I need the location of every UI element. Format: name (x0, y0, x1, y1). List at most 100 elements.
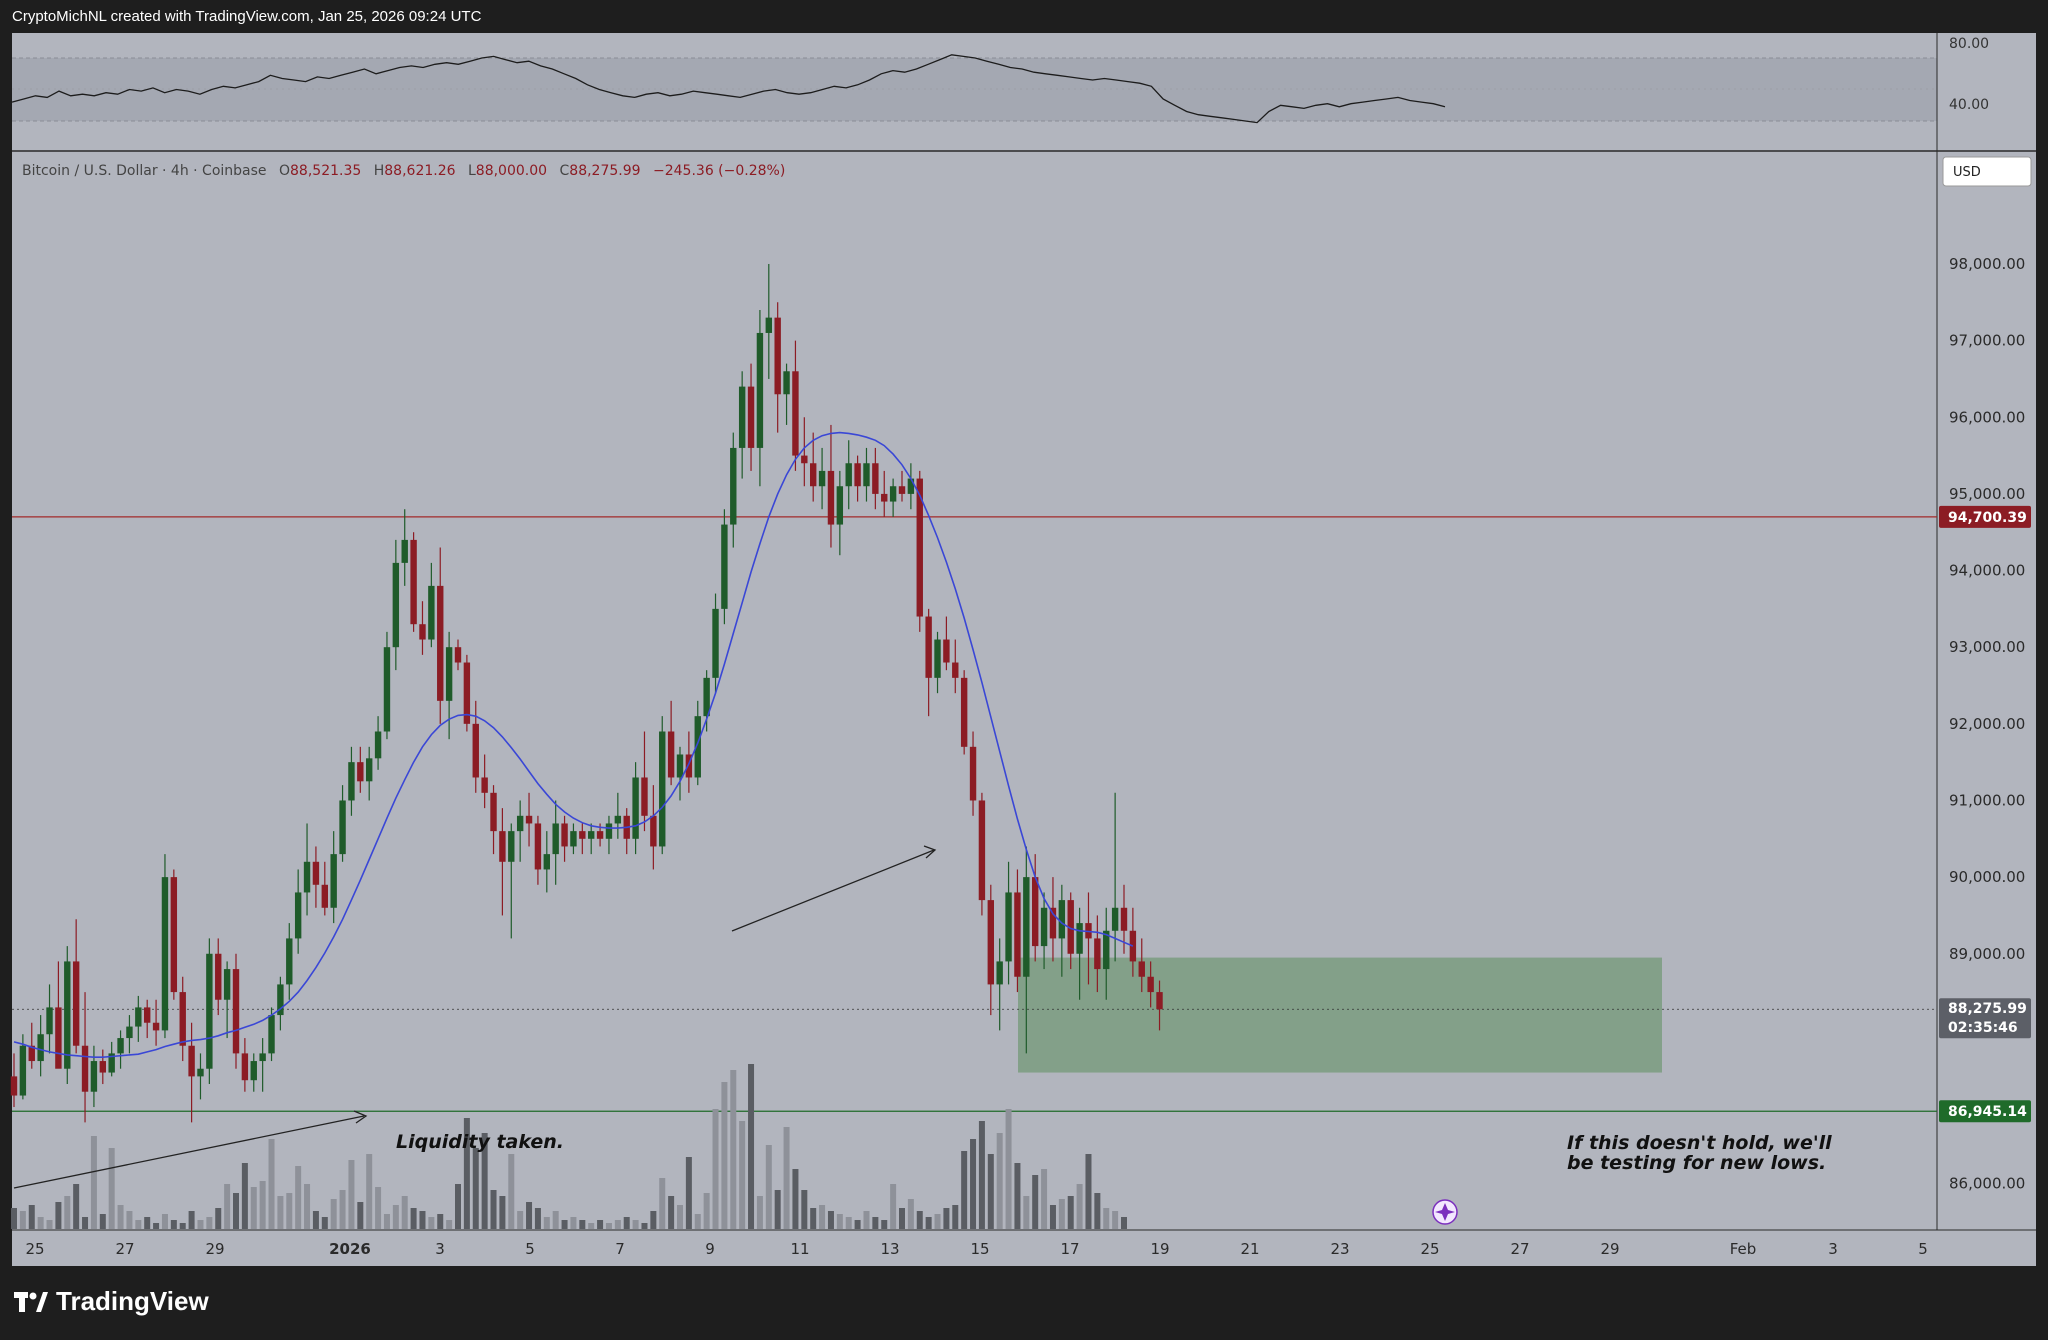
candle-body (534, 823, 542, 870)
candle (863, 447, 870, 502)
rsi-band (12, 58, 1937, 121)
tradingview-logo-icon (14, 1291, 48, 1312)
candle (215, 938, 222, 1016)
volume-bar (739, 1121, 746, 1229)
volume-bar (321, 1217, 328, 1229)
candle (676, 746, 684, 801)
volume-bar (1112, 1211, 1119, 1229)
candle-body (1094, 938, 1101, 970)
candle (250, 1053, 257, 1092)
time-axis-label: 27 (115, 1240, 134, 1258)
candle-body (392, 562, 400, 648)
time-axis-label: 11 (790, 1240, 809, 1258)
candle-body (570, 831, 577, 847)
current-tag-bg (1939, 998, 2031, 1039)
uptrend-arrow-1[interactable] (13, 1110, 368, 1189)
currency-button-bg[interactable] (1942, 156, 2032, 187)
volume-bar (721, 1082, 728, 1229)
rsi-pane: 80.00 40.00 (11, 36, 1989, 124)
candle (881, 470, 888, 517)
candle (55, 961, 62, 1069)
support-zone[interactable] (1018, 957, 1662, 1073)
resistance-price-tag: 94,700.39 (1939, 505, 2031, 528)
candle (1111, 792, 1119, 962)
volume-bar (481, 1133, 488, 1229)
volume-bar (126, 1211, 133, 1229)
volume-bar (108, 1148, 115, 1229)
volume-bar (970, 1139, 977, 1229)
volume-bar (224, 1184, 231, 1229)
uptrend-arrow-2[interactable] (731, 845, 937, 932)
candle-body (845, 463, 852, 487)
candle-body (543, 854, 550, 870)
candle-body (1058, 900, 1066, 939)
candle (161, 854, 169, 1039)
candle (392, 539, 400, 671)
volume-bar (570, 1217, 577, 1229)
candle (525, 792, 533, 847)
candle-body (366, 758, 373, 782)
volume-bar (1058, 1199, 1065, 1229)
candle-body (765, 317, 772, 333)
candle-body (330, 854, 337, 908)
price-axis-label: 96,000.00 (1949, 408, 2025, 426)
price-axis[interactable]: 86,000.00 89,000.00 90,000.00 91,000.00 92,0… (1949, 255, 2025, 1193)
candle-body (1076, 923, 1083, 954)
sparkle-badge-icon[interactable] (1432, 1199, 1458, 1225)
candle-body (28, 1045, 35, 1062)
candle-body (801, 455, 808, 464)
volume-bar (1032, 1175, 1039, 1229)
candle (144, 999, 151, 1039)
volume-bar (366, 1154, 373, 1229)
candle-body (588, 831, 595, 839)
candle (321, 861, 328, 916)
volume-bar (499, 1196, 506, 1229)
candle (428, 562, 435, 648)
volume-bar (1103, 1208, 1110, 1229)
time-axis-label: Feb (1730, 1240, 1757, 1258)
volume-bar (250, 1187, 257, 1229)
candle (925, 608, 932, 717)
volume-bar (854, 1220, 861, 1229)
volume-bar (277, 1196, 284, 1229)
candle-body (1014, 892, 1021, 977)
time-axis[interactable]: 25 27 29 2026 3 5 7 9 11 13 15 17 19 21 23 25 27 29 Feb 3 5 (25, 1240, 1927, 1258)
candle-body (64, 961, 71, 1069)
warning-note-line-1[interactable]: If this doesn't hold, we'll (1567, 1132, 1832, 1154)
candle-body (170, 877, 178, 993)
volume-bar (996, 1133, 1003, 1229)
candle-body (952, 662, 959, 678)
volume-bar (179, 1223, 186, 1229)
currency-button[interactable]: USD (1942, 156, 2032, 187)
currency-button-label[interactable]: USD (1953, 165, 1981, 180)
candle-body (818, 470, 826, 487)
volume-bar (37, 1217, 44, 1229)
volume-bar (526, 1202, 533, 1229)
candle-body (250, 1061, 257, 1081)
candle (756, 309, 764, 487)
candle-body (614, 815, 622, 824)
candle (28, 1022, 35, 1069)
volume-bar (117, 1205, 124, 1229)
candle (1103, 907, 1110, 1000)
candle (969, 731, 977, 816)
volume-bar (943, 1208, 950, 1229)
price-axis-label: 91,000.00 (1949, 791, 2025, 809)
candle-body (925, 616, 932, 678)
candle (37, 1015, 44, 1077)
rsi-line (11, 54, 1446, 124)
tradingview-logo[interactable]: TradingView (14, 1286, 209, 1317)
liquidity-note[interactable]: Liquidity taken. (396, 1131, 564, 1153)
candle (801, 417, 808, 487)
volume-bar (428, 1217, 435, 1229)
candle-body (46, 1007, 53, 1035)
candle-body (223, 969, 231, 1000)
warning-note-line-2[interactable]: be testing for new lows. (1567, 1152, 1826, 1174)
candle-body (179, 992, 186, 1046)
candle-body (1120, 907, 1128, 931)
volume-bar (792, 1169, 799, 1229)
time-axis-label: 7 (615, 1240, 625, 1258)
candle-body (552, 823, 559, 855)
candle-body (259, 1053, 266, 1062)
